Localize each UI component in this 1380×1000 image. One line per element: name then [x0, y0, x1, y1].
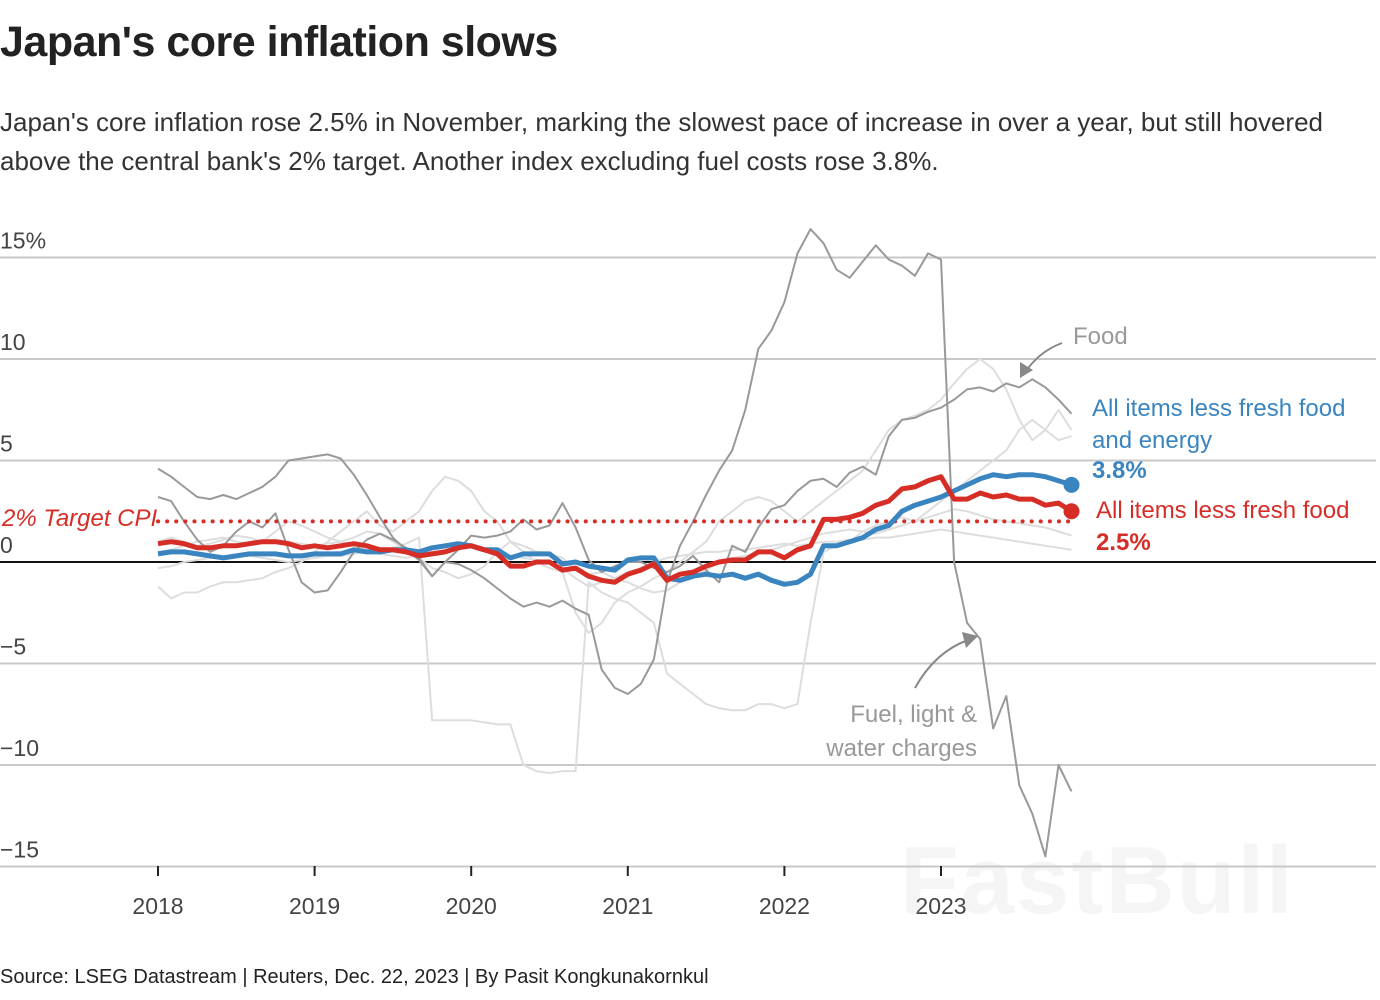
- x-tick-label: 2019: [289, 893, 340, 919]
- x-tick-label: 2023: [915, 893, 966, 919]
- core-end-value: 2.5%: [1096, 529, 1151, 556]
- target-reference-label: 2% Target CPI: [1, 505, 158, 532]
- watermark: FastBull: [900, 827, 1295, 934]
- series-all-items-less-fresh-food: [157, 474, 1073, 585]
- series-other-component: [157, 358, 1073, 634]
- fuel-arrowhead-icon: [962, 632, 978, 648]
- y-tick-label: 10: [0, 329, 26, 355]
- series-all-items-less-fresh-food-and-energy: [157, 472, 1073, 587]
- y-tick-label: −10: [0, 735, 39, 761]
- x-tick-label: 2022: [759, 893, 810, 919]
- x-tick-label: 2018: [132, 893, 183, 919]
- background-series: [157, 228, 1073, 858]
- source-note: Source: LSEG Datastream | Reuters, Dec. …: [0, 966, 709, 988]
- gridlines: [0, 256, 1376, 868]
- series-all-items-less-fresh-food-and-energy-end-point: [1063, 476, 1080, 493]
- series-food: [157, 378, 1073, 594]
- y-tick-label: 15%: [0, 228, 46, 254]
- core-core-label-line2: and energy: [1092, 427, 1212, 454]
- core-core-label-line1: All items less fresh food: [1092, 395, 1345, 422]
- y-axis-labels: 15% 10 5 0 −5 −10 −15: [0, 228, 46, 863]
- core-core-end-value: 3.8%: [1092, 457, 1147, 484]
- fuel-label-line1: Fuel, light &: [850, 701, 977, 728]
- x-axis: 2018 2019 2020 2021 2022 2023: [132, 866, 967, 919]
- x-tick-label: 2021: [602, 893, 653, 919]
- series-all-items-less-fresh-food-end-point: [1063, 503, 1080, 520]
- chart-subtitle: Japan's core inflation rose 2.5% in Nove…: [0, 107, 1323, 176]
- fuel-label-line2: water charges: [825, 735, 977, 762]
- series-other-component: [157, 418, 1072, 775]
- series-fuel-light-water-charges: [157, 228, 1073, 858]
- y-tick-label: −5: [0, 634, 26, 660]
- y-tick-label: 0: [0, 532, 13, 558]
- core-label: All items less fresh food: [1096, 497, 1349, 524]
- series-other-component: [157, 528, 1072, 588]
- food-label: Food: [1073, 323, 1128, 350]
- y-tick-label: −15: [0, 837, 39, 863]
- fuel-arrow-icon: [914, 639, 969, 689]
- y-tick-label: 5: [0, 431, 13, 457]
- chart-title: Japan's core inflation slows: [0, 18, 558, 66]
- highlight-series: [157, 472, 1080, 587]
- x-tick-label: 2020: [446, 893, 497, 919]
- food-arrowhead-icon: [1020, 362, 1033, 378]
